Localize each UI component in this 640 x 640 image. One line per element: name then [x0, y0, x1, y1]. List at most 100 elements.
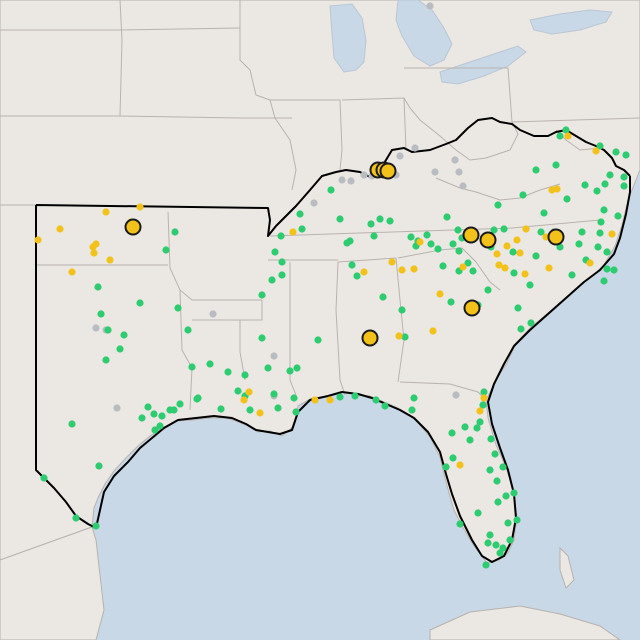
green-marker[interactable]: [532, 166, 540, 174]
yellow-marker[interactable]: [245, 388, 253, 396]
green-marker[interactable]: [510, 269, 518, 277]
green-marker[interactable]: [486, 466, 494, 474]
yellow-marker[interactable]: [416, 238, 424, 246]
green-marker[interactable]: [116, 345, 124, 353]
yellow-marker[interactable]: [480, 394, 488, 402]
yellow-marker[interactable]: [513, 236, 521, 244]
green-marker[interactable]: [484, 286, 492, 294]
green-marker[interactable]: [622, 151, 630, 159]
green-marker[interactable]: [492, 541, 500, 549]
yellow-marker[interactable]: [493, 250, 501, 258]
gray-marker[interactable]: [451, 156, 459, 164]
green-marker[interactable]: [176, 400, 184, 408]
yellow-marker[interactable]: [522, 225, 530, 233]
green-marker[interactable]: [327, 186, 335, 194]
yellow-marker[interactable]: [360, 268, 368, 276]
green-marker[interactable]: [597, 218, 605, 226]
green-marker[interactable]: [563, 195, 571, 203]
green-marker[interactable]: [575, 240, 583, 248]
green-marker[interactable]: [336, 215, 344, 223]
green-marker[interactable]: [593, 187, 601, 195]
green-marker[interactable]: [610, 266, 618, 274]
green-marker[interactable]: [94, 283, 102, 291]
yellow-marker[interactable]: [136, 203, 144, 211]
gray-marker[interactable]: [455, 168, 463, 176]
green-marker[interactable]: [144, 403, 152, 411]
gray-marker[interactable]: [209, 310, 217, 318]
green-marker[interactable]: [449, 454, 457, 462]
gray-marker[interactable]: [452, 391, 460, 399]
green-marker[interactable]: [277, 232, 285, 240]
green-marker[interactable]: [351, 392, 359, 400]
green-marker[interactable]: [72, 514, 80, 522]
green-marker[interactable]: [156, 422, 164, 430]
green-marker[interactable]: [234, 387, 242, 395]
green-marker[interactable]: [474, 509, 482, 517]
yellow-marker[interactable]: [459, 263, 467, 271]
green-marker[interactable]: [502, 492, 510, 500]
yellow-marker[interactable]: [56, 225, 64, 233]
green-marker[interactable]: [552, 161, 560, 169]
green-marker[interactable]: [482, 561, 490, 569]
yellow-marker[interactable]: [289, 228, 297, 236]
yellow-marker[interactable]: [592, 147, 600, 155]
green-marker[interactable]: [514, 304, 522, 312]
gray-marker[interactable]: [360, 171, 368, 179]
gray-marker[interactable]: [426, 2, 434, 10]
yellow-marker[interactable]: [495, 261, 503, 269]
yellow-marker[interactable]: [564, 132, 572, 140]
green-marker[interactable]: [562, 126, 570, 134]
green-marker[interactable]: [158, 412, 166, 420]
green-marker[interactable]: [493, 477, 501, 485]
green-marker[interactable]: [461, 423, 469, 431]
green-marker[interactable]: [513, 516, 521, 524]
green-marker[interactable]: [376, 215, 384, 223]
green-marker[interactable]: [476, 418, 484, 426]
green-marker[interactable]: [455, 247, 463, 255]
yellow-marker[interactable]: [395, 332, 403, 340]
yellow-marker[interactable]: [476, 407, 484, 415]
gray-marker[interactable]: [459, 182, 467, 190]
green-marker[interactable]: [407, 233, 415, 241]
yellow-marker[interactable]: [501, 264, 509, 272]
green-marker[interactable]: [494, 201, 502, 209]
green-marker[interactable]: [510, 489, 518, 497]
green-marker[interactable]: [509, 248, 517, 256]
green-marker[interactable]: [490, 226, 498, 234]
green-marker[interactable]: [620, 182, 628, 190]
green-marker[interactable]: [346, 237, 354, 245]
green-marker[interactable]: [174, 304, 182, 312]
green-marker[interactable]: [398, 306, 406, 314]
green-marker[interactable]: [517, 325, 525, 333]
green-marker[interactable]: [370, 232, 378, 240]
green-marker[interactable]: [473, 424, 481, 432]
green-marker[interactable]: [487, 435, 495, 443]
green-marker[interactable]: [491, 450, 499, 458]
green-marker[interactable]: [578, 228, 586, 236]
green-marker[interactable]: [120, 331, 128, 339]
green-marker[interactable]: [92, 522, 100, 530]
yellow-marker[interactable]: [311, 396, 319, 404]
green-marker[interactable]: [556, 132, 564, 140]
yellow-marker[interactable]: [410, 265, 418, 273]
green-marker[interactable]: [480, 388, 488, 396]
green-marker[interactable]: [188, 363, 196, 371]
green-marker[interactable]: [506, 536, 514, 544]
green-marker[interactable]: [449, 240, 457, 248]
gray-marker[interactable]: [347, 177, 355, 185]
yellow-marker[interactable]: [240, 396, 248, 404]
green-marker[interactable]: [271, 248, 279, 256]
green-marker[interactable]: [427, 240, 435, 248]
green-marker[interactable]: [278, 258, 286, 266]
gray-marker[interactable]: [92, 324, 100, 332]
gray-marker[interactable]: [113, 404, 121, 412]
green-marker[interactable]: [600, 277, 608, 285]
green-marker[interactable]: [217, 405, 225, 413]
green-marker[interactable]: [600, 206, 608, 214]
green-marker[interactable]: [381, 402, 389, 410]
green-marker[interactable]: [568, 271, 576, 279]
green-marker[interactable]: [206, 360, 214, 368]
yellow-marker[interactable]: [586, 259, 594, 267]
green-marker[interactable]: [469, 267, 477, 275]
